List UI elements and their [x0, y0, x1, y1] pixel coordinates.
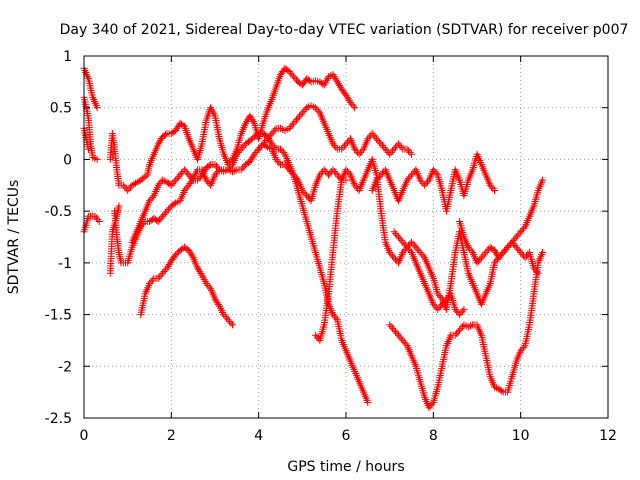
x-tick-label: 6 [342, 428, 351, 444]
y-tick-label: -1 [58, 256, 72, 272]
y-tick-label: -2.5 [45, 411, 72, 427]
x-tick-label: 2 [167, 428, 176, 444]
x-tick-label: 0 [80, 428, 89, 444]
series-track-8 [137, 243, 236, 329]
point-markers [137, 243, 236, 329]
data-points [80, 64, 546, 412]
point-markers [255, 102, 415, 158]
tick-labels: 0 2 4 6 8 10 12 -2.5 -2 -1.5 -1 -0.5 0 0.5 1 [45, 49, 617, 444]
y-tick-label: -1.5 [45, 308, 72, 324]
series-track-6 [106, 64, 359, 194]
point-markers [311, 155, 468, 344]
point-markers [386, 249, 546, 412]
point-markers [456, 218, 542, 277]
series-track-12 [386, 249, 546, 412]
y-tick-label: 0.5 [50, 101, 72, 117]
y-tick-label: 1 [63, 49, 72, 65]
y-tick-label: -0.5 [45, 204, 72, 220]
plot-frame [83, 55, 609, 419]
series-track-10 [255, 102, 415, 158]
x-axis-label: GPS time / hours [287, 459, 404, 475]
y-tick-label: -2 [58, 359, 72, 375]
grid [84, 56, 608, 418]
point-markers [368, 150, 498, 215]
chart-title: Day 340 of 2021, Sidereal Day-to-day VTE… [60, 22, 629, 38]
series-track-11 [311, 155, 468, 344]
series-track-13 [368, 150, 498, 215]
series-track-15 [456, 218, 542, 277]
x-tick-label: 4 [254, 428, 263, 444]
y-tick-label: 0 [63, 152, 72, 168]
x-tick-label: 10 [512, 428, 530, 444]
y-axis-label: SDTVAR / TECUs [6, 180, 22, 295]
x-tick-label: 12 [599, 428, 617, 444]
x-tick-label: 8 [429, 428, 438, 444]
point-markers [106, 64, 359, 194]
